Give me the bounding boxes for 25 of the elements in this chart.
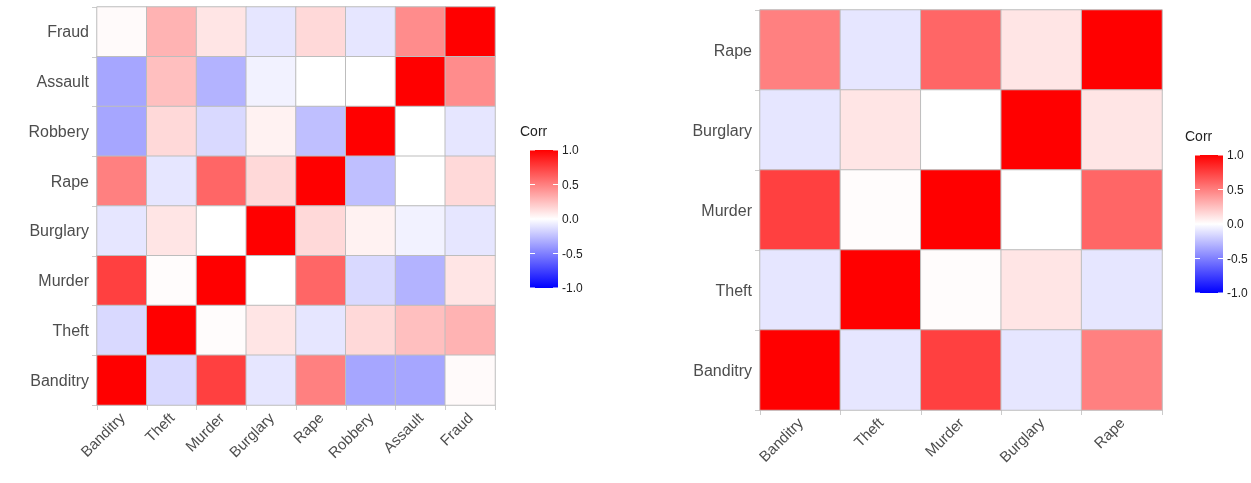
y-tick-label: Banditry: [693, 361, 752, 379]
y-tick-label: Rape: [713, 41, 753, 59]
color-bar-label: 1.0: [562, 143, 580, 157]
color-bar-label: -0.5: [562, 246, 583, 261]
y-tick-label: Robbery: [28, 122, 89, 140]
y-tick-label: Murder: [38, 272, 90, 290]
color-bar-label: 0.0: [1227, 217, 1245, 231]
y-tick-label: Theft: [52, 321, 90, 339]
color-bar-title: Corr: [520, 123, 548, 139]
color-bar-title: Corr: [1185, 128, 1213, 144]
y-tick-label: Rape: [50, 172, 90, 190]
color-bar-label: 1.0: [1227, 148, 1245, 162]
color-bar-label: 0.0: [562, 212, 580, 226]
color-bar-label: -1.0: [562, 281, 583, 295]
y-tick-label: Burglary: [29, 222, 89, 240]
color-bar-label: -0.5: [1227, 251, 1248, 266]
color-bar-label: 0.5: [562, 177, 580, 192]
y-tick-label: Theft: [715, 281, 753, 299]
y-tick-label: Burglary: [692, 121, 752, 139]
y-tick-label: Assault: [36, 73, 90, 91]
color-bar-label: 0.5: [1227, 182, 1245, 197]
y-tick-label: Murder: [701, 201, 753, 219]
color-bar-label: -1.0: [1227, 286, 1248, 300]
y-tick-label: Banditry: [30, 371, 89, 389]
y-tick-label: Fraud: [47, 23, 89, 41]
